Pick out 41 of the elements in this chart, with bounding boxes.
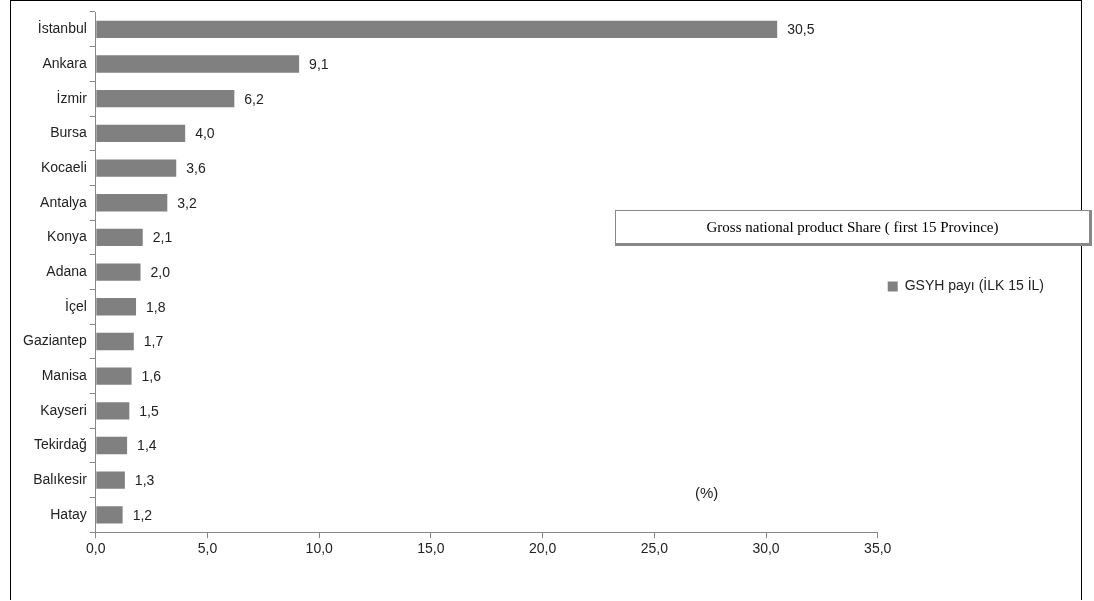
text: 1,4: [137, 437, 157, 454]
y-tick-label: Kocaeli: [40, 158, 87, 175]
y-tick-label: Manisa: [41, 367, 88, 383]
y-tick-label: Ankara: [42, 54, 88, 71]
y-tick-label: Hatay: [50, 505, 87, 522]
x-tick-label: 5,0: [197, 540, 218, 557]
x-tick-label: 35,0: [864, 540, 892, 557]
x-tick-label: 30,0: [752, 540, 780, 557]
text: 1,6: [141, 368, 162, 384]
text: 2,0: [150, 263, 170, 280]
legend-label: GSYH payı (İLK 15 İL): [904, 276, 1045, 294]
text: 1,7: [143, 333, 164, 350]
y-tick-label: Gaziantep: [22, 332, 88, 349]
text: 3,2: [177, 194, 197, 211]
x-tick-label: 0,0: [86, 540, 106, 557]
text: 1,5: [139, 402, 159, 419]
y-tick-label: Tekirdağ: [33, 436, 87, 453]
x-tick-label: 20,0: [528, 540, 557, 557]
text: 2,1: [152, 229, 173, 246]
y-tick-label: İstanbul: [37, 19, 87, 37]
text: 1,8: [146, 298, 166, 315]
x-tick-label: 15,0: [417, 540, 445, 557]
y-tick-label: Konya: [47, 228, 88, 245]
y-tick-label: İçel: [65, 296, 87, 314]
y-tick-label: İzmir: [56, 88, 88, 106]
y-tick-label: Kayseri: [40, 401, 87, 418]
y-tick-label: Antalya: [40, 193, 88, 210]
y-tick-label: Bursa: [50, 124, 88, 141]
text: 3,6: [186, 159, 206, 176]
text: 6,2: [244, 90, 264, 107]
text: 9,1: [309, 55, 329, 72]
annotation: (%): [695, 484, 719, 501]
x-tick-label: 25,0: [640, 540, 669, 557]
y-tick-label: Adana: [46, 262, 88, 279]
y-tick-label: Balıkesir: [33, 471, 88, 488]
note-box: Gross national product Share ( first 15 Province): [615, 210, 1092, 246]
text: 1,2: [132, 506, 153, 523]
text: 1,3: [134, 472, 155, 489]
text: 4,0: [195, 125, 215, 142]
text: 30,5: [787, 21, 815, 38]
x-tick-label: 10,0: [305, 540, 334, 557]
